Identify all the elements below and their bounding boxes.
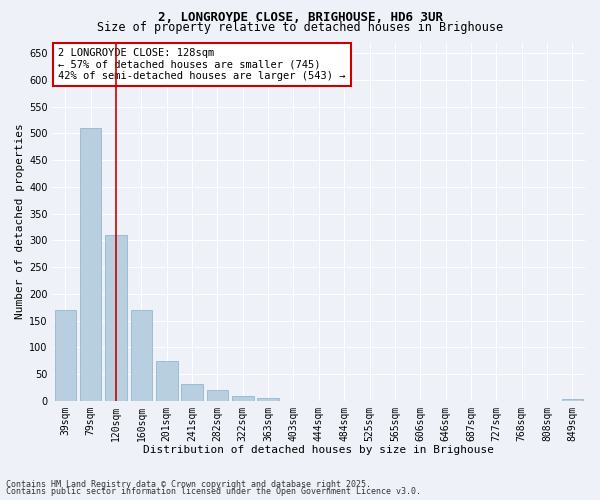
Bar	[562, 399, 583, 400]
Text: Size of property relative to detached houses in Brighouse: Size of property relative to detached ho…	[97, 21, 503, 34]
Bar	[105, 235, 127, 400]
Bar	[181, 384, 203, 400]
Bar	[206, 390, 228, 400]
Bar	[257, 398, 279, 400]
Text: Contains public sector information licensed under the Open Government Licence v3: Contains public sector information licen…	[6, 487, 421, 496]
Bar	[232, 396, 254, 400]
Bar	[55, 310, 76, 400]
X-axis label: Distribution of detached houses by size in Brighouse: Distribution of detached houses by size …	[143, 445, 494, 455]
Y-axis label: Number of detached properties: Number of detached properties	[15, 124, 25, 320]
Text: Contains HM Land Registry data © Crown copyright and database right 2025.: Contains HM Land Registry data © Crown c…	[6, 480, 371, 489]
Bar	[156, 360, 178, 401]
Bar	[80, 128, 101, 400]
Bar	[131, 310, 152, 400]
Text: 2 LONGROYDE CLOSE: 128sqm
← 57% of detached houses are smaller (745)
42% of semi: 2 LONGROYDE CLOSE: 128sqm ← 57% of detac…	[58, 48, 346, 81]
Text: 2, LONGROYDE CLOSE, BRIGHOUSE, HD6 3UR: 2, LONGROYDE CLOSE, BRIGHOUSE, HD6 3UR	[157, 11, 443, 24]
